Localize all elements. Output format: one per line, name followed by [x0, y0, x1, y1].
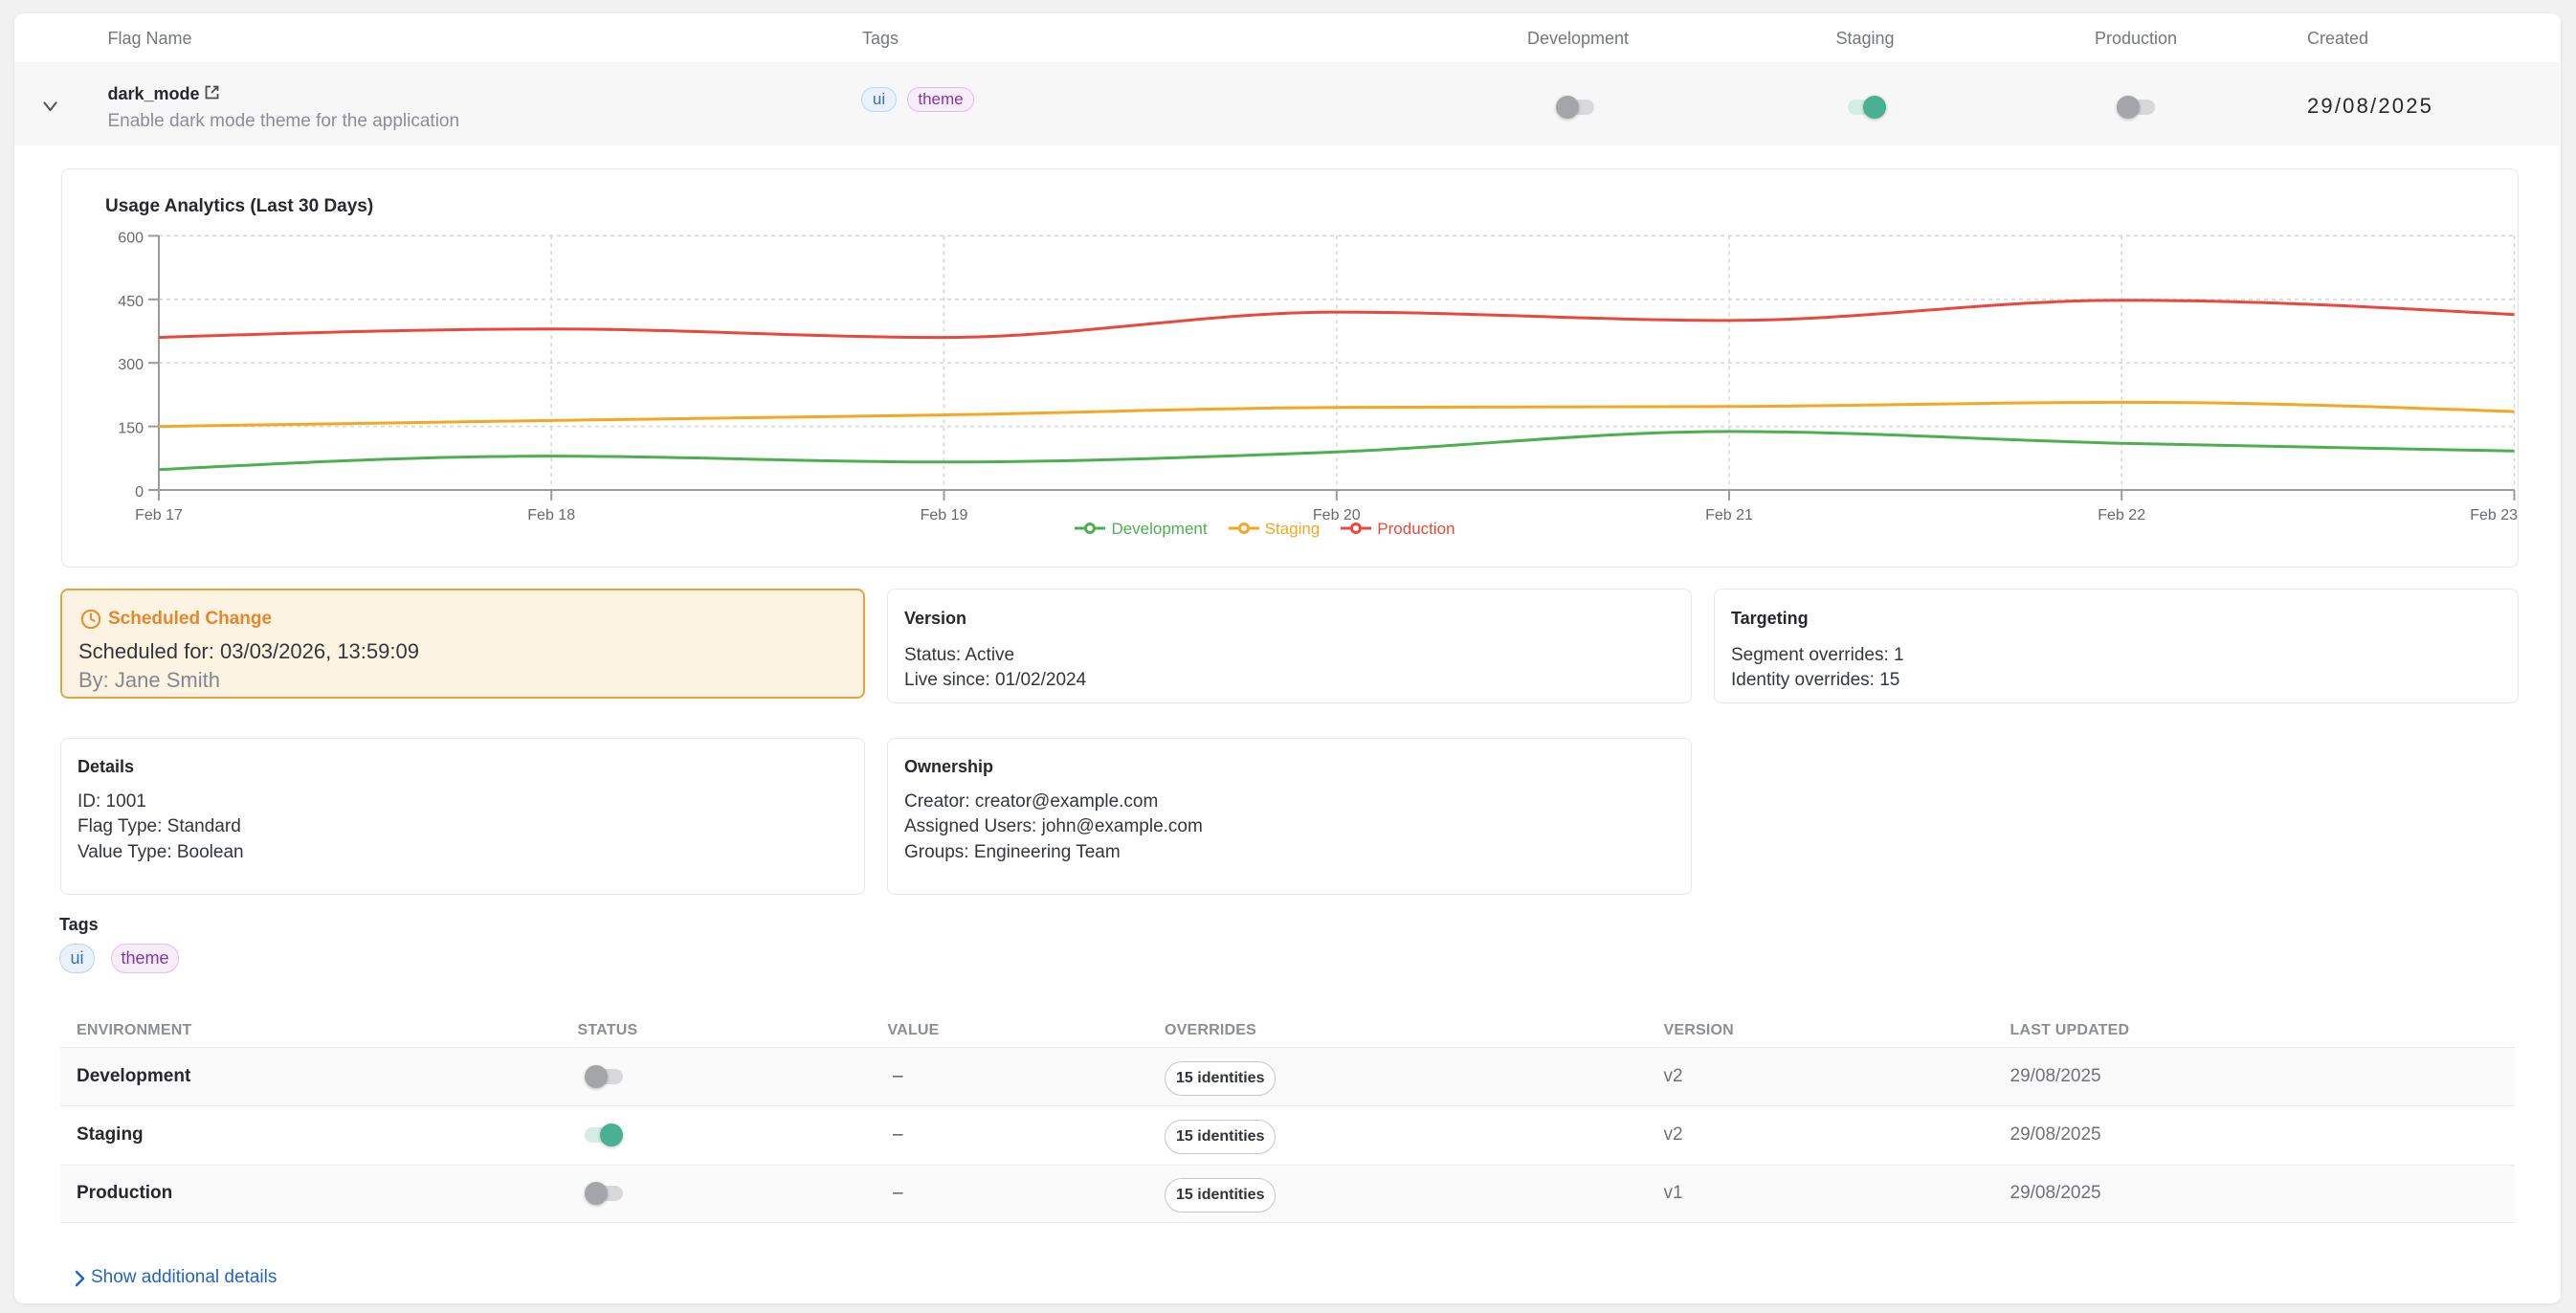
- svg-text:150: 150: [118, 420, 144, 436]
- svg-text:Feb 22: Feb 22: [2098, 507, 2145, 523]
- svg-text:Feb 20: Feb 20: [1313, 507, 1361, 523]
- svg-text:450: 450: [118, 293, 144, 309]
- svg-text:600: 600: [118, 230, 144, 246]
- svg-text:0: 0: [135, 484, 144, 501]
- svg-text:Feb 23: Feb 23: [2470, 507, 2518, 523]
- svg-text:Feb 18: Feb 18: [527, 507, 575, 523]
- svg-text:Feb 19: Feb 19: [921, 507, 968, 523]
- svg-text:Feb 21: Feb 21: [1705, 507, 1753, 523]
- svg-text:Feb 17: Feb 17: [135, 507, 183, 523]
- svg-text:300: 300: [118, 357, 144, 373]
